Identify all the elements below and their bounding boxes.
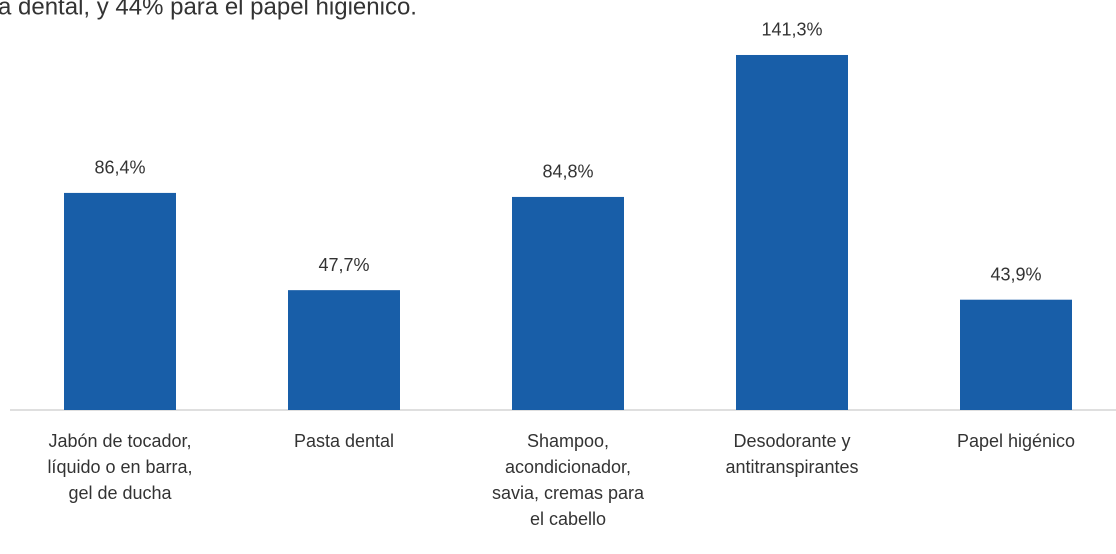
data-label: 141,3% bbox=[761, 20, 822, 40]
x-tick-label: Shampoo, acondicionador, savia, cremas p… bbox=[491, 431, 645, 529]
bar bbox=[960, 299, 1072, 410]
x-tick-label: Pasta dental bbox=[293, 431, 395, 451]
x-tick-label: Jabón de tocador, líquido o en barra, ge… bbox=[47, 431, 193, 503]
bar bbox=[736, 54, 848, 410]
data-label: 84,8% bbox=[542, 162, 593, 182]
data-label: 86,4% bbox=[94, 158, 145, 178]
chart-title: a dental, y 44% para el papel higiénico. bbox=[0, 0, 417, 20]
x-tick-label: Desodorante y antitranspirantes bbox=[725, 431, 859, 477]
bar bbox=[288, 290, 400, 410]
x-tick-label: Papel higénico bbox=[956, 431, 1076, 451]
data-label: 43,9% bbox=[990, 264, 1041, 284]
bar bbox=[64, 192, 176, 410]
bar bbox=[512, 196, 624, 410]
data-label: 47,7% bbox=[318, 255, 369, 275]
